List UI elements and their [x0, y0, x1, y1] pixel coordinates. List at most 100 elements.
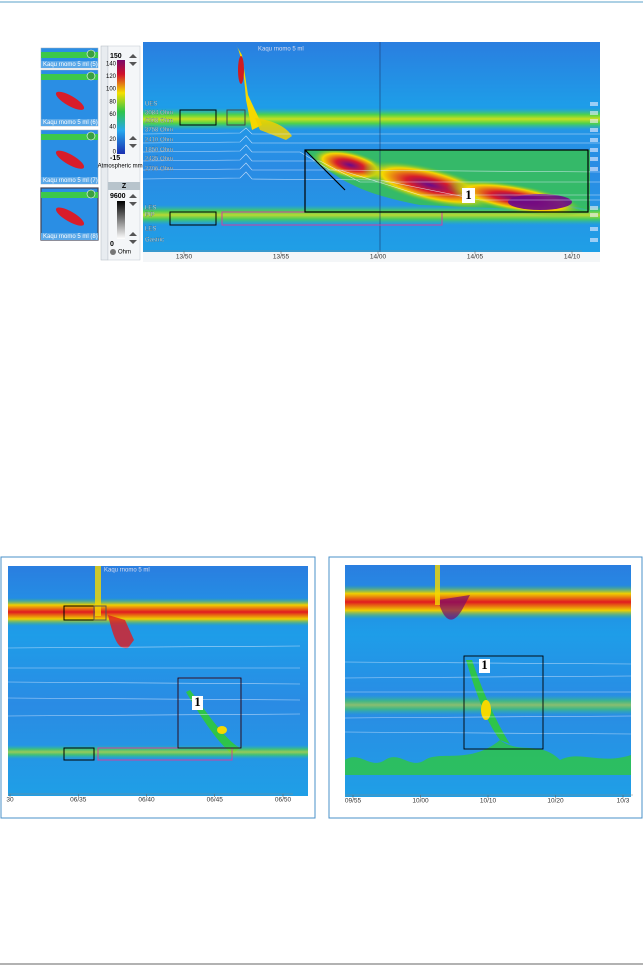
time-ticks: 30 06/35 06/40 06/45 06/50: [6, 793, 293, 804]
channel-label: 2008 Ohm: [145, 119, 173, 125]
ues-relax: [255, 118, 292, 140]
channel-label: 2706 Ohm: [145, 167, 173, 173]
ues-box: [179, 109, 217, 126]
annotation-bg: [479, 659, 490, 673]
pressure-tick: 140: [106, 62, 117, 68]
swallow-plume: [95, 566, 101, 616]
impedance-traces: [344, 661, 632, 735]
thumbnail-caption: Kaqu rnomo 5 ml (5): [43, 62, 98, 68]
channel-marker: [590, 213, 598, 217]
channel-label: PIP: [145, 213, 155, 219]
thumbnail-caption-bg: [41, 119, 98, 126]
time-tick-label: 10/20: [547, 798, 564, 805]
pressure-max: 150: [110, 53, 122, 60]
les-box: [169, 211, 217, 226]
pressure-blob: [481, 700, 491, 720]
les-box: [97, 747, 233, 761]
impedance-icon: [110, 249, 116, 255]
impedance-traces: [142, 127, 601, 201]
channel-label: LES: [145, 227, 156, 233]
figure-title: Kaqu rnomo 5 ml: [258, 47, 304, 53]
pressure-blob: [508, 194, 572, 210]
impedance-header-bar: [108, 182, 140, 190]
thumbnail-blob: [55, 91, 85, 110]
dci-box: [463, 655, 544, 750]
figure-bottom-right: 1 09/55 10/00 10/10 10/20 10/3: [328, 556, 643, 819]
time-tick-label: 14/10: [564, 254, 581, 261]
thumbnail-band: [41, 192, 98, 198]
thumbnail-band: [41, 134, 98, 140]
ues-band: [143, 108, 600, 130]
impedance-header: Z: [122, 183, 127, 190]
time-tick-label: 14/05: [467, 254, 484, 261]
time-ticks: 13/50 13/55 14/00 14/05 14/10: [143, 250, 582, 261]
pressure-tick: 120: [106, 74, 117, 80]
pressure-ticks: 140 120 100 80 60 40 20 0: [106, 62, 117, 156]
thumbnail-caption-bg: [41, 233, 98, 240]
thumbnail-blob: [55, 150, 85, 169]
thumbnail-caption: Kaqu rnomo 5 ml (7): [43, 178, 98, 184]
time-tick-label: 14/00: [370, 254, 387, 261]
thumbnail-caption-bg: [41, 177, 98, 184]
channel-label: UES: [145, 102, 157, 108]
time-tick-label: 06/45: [207, 797, 224, 804]
channel-marker: [590, 238, 598, 242]
les-band: [143, 205, 600, 225]
pressure-unit: Atmospheric mmHg: [98, 164, 151, 170]
thumbnail-band: [41, 74, 98, 80]
time-tick-label: 10/00: [412, 798, 429, 805]
channel-marker: [590, 102, 598, 106]
ues-band: [8, 598, 308, 626]
pressure-tick: 60: [109, 112, 116, 118]
impedance-max: 9600: [110, 193, 126, 200]
impedance-traces: [7, 645, 301, 717]
thumbnail-band: [41, 52, 98, 58]
figure-title: Kaqu rnomo 5 ml: [104, 568, 150, 574]
channel-marker: [590, 128, 598, 132]
pressure-tick: 40: [109, 124, 116, 130]
figure-bottom-left: 1 Kaqu rnomo 5 ml 30 06/35 06/40 06/45 06/50: [0, 556, 316, 819]
annotation: 1: [481, 657, 488, 672]
annotation: 1: [465, 187, 472, 202]
annotation-bg: [192, 696, 203, 710]
time-ticks: 09/55 10/00 10/10 10/20 10/3: [345, 794, 633, 805]
pressure-min: -15: [110, 155, 120, 162]
thumbnail-caption: Kaqu rnomo 5 ml (6): [43, 120, 98, 126]
channel-marker: [590, 227, 598, 231]
ues-box: [226, 109, 246, 126]
check-icon: [86, 71, 96, 81]
annotation: 1: [194, 694, 201, 709]
channel-label: Gastric: [145, 238, 164, 244]
channel-label: 2410 Ohm: [145, 138, 173, 144]
channel-marker: [590, 138, 598, 142]
time-tick-label: 13/55: [273, 254, 290, 261]
time-tick-label: 10/3: [617, 798, 630, 805]
annotation-bg: [462, 188, 475, 203]
ues-relax: [108, 615, 134, 649]
impedance-unit: Ohm: [118, 250, 131, 256]
check-icon: [86, 49, 96, 59]
ues-band: [345, 585, 631, 619]
spinner-icons[interactable]: [129, 194, 137, 244]
time-tick-label: 06/50: [275, 797, 292, 804]
impedance-colorbar: [117, 201, 125, 239]
time-tick-label: 06/40: [138, 797, 155, 804]
channel-label: 3084 Ohm: [145, 111, 173, 117]
thumbnail-caption: Kaqu rnomo 5 ml (8): [43, 234, 98, 240]
swallow-plume: [238, 56, 244, 84]
channel-marker: [590, 157, 598, 161]
channel-marker: [590, 206, 598, 210]
pressure-colorbar: [117, 60, 125, 154]
time-tick-label: 13/50: [176, 254, 193, 261]
pressure-tick: 80: [109, 99, 116, 105]
les-band: [345, 740, 631, 775]
impedance-min: 0: [110, 241, 114, 248]
channel-labels: UES 3084 Ohm 2008 Ohm 3758 Ohm 2410 Ohm 1850 …: [145, 102, 598, 244]
thumbnail-caption-bg: [41, 61, 98, 68]
channel-marker: [590, 119, 598, 123]
les-box: [63, 747, 95, 761]
check-icon: [86, 131, 96, 141]
pressure-tick: 20: [109, 137, 116, 143]
thumbnail-blob: [55, 207, 85, 226]
